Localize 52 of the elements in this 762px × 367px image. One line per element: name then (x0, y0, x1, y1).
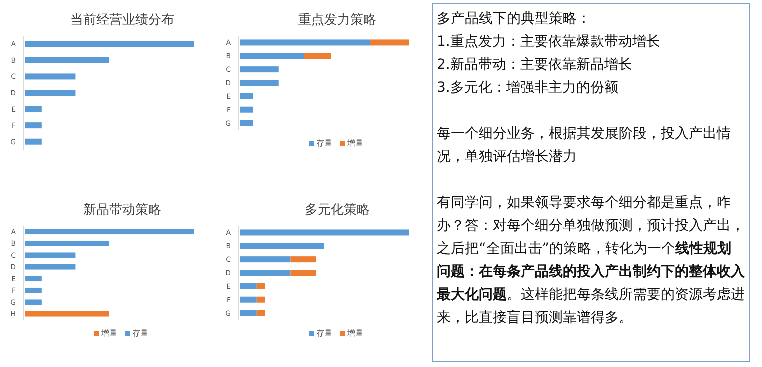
bar (25, 90, 76, 96)
bar (290, 270, 316, 276)
bar (304, 53, 332, 60)
text: 有同学问，如果领导要求每个细分都是重点，咋办？答：对每个细分单独做预测，预计投入产出，之后把“全面出击”的策略，转化为一个线性规划问题：在每条产品线的投入产出制约下的整体收入最大化问题。这样能把每条线所需要的资源考虑进来，比直接盲目预测靠谱得多。 (437, 195, 745, 326)
bar (290, 256, 316, 263)
bar (25, 229, 194, 235)
bar (240, 256, 291, 263)
text: 3.多元化：增强非主力的份额 (437, 80, 618, 96)
bar (25, 264, 76, 270)
bar (25, 122, 42, 129)
bar (25, 240, 110, 246)
bar (240, 93, 254, 100)
bar (240, 53, 304, 60)
bar (240, 283, 257, 290)
legend-label: 存量 (132, 329, 148, 338)
legend-label: 存量 (316, 329, 332, 338)
legend-label: 增量 (346, 329, 364, 338)
bar (25, 106, 42, 112)
chart-title: 重点发力策略 (298, 13, 377, 28)
text: 每一个细分业务，根据其发展阶段，投入产出情况，单独评估增长潜力 (437, 126, 731, 165)
text: 多产品线下的典型策略： (437, 11, 591, 27)
bar (25, 41, 194, 48)
bar (256, 296, 266, 303)
bar (240, 40, 370, 46)
bar (25, 288, 42, 294)
bar (25, 276, 42, 282)
bar (25, 252, 76, 258)
chart-title: 当前经营业绩分布 (70, 13, 175, 28)
bar (240, 243, 324, 250)
bar (240, 296, 257, 303)
bar (240, 120, 254, 126)
bar (25, 311, 110, 317)
chart-title: 多元化策略 (305, 203, 370, 218)
bar (25, 57, 110, 64)
bar (240, 106, 254, 113)
bar (256, 310, 266, 316)
bar (25, 138, 42, 145)
legend-label: 增量 (100, 329, 118, 338)
text: 2.新品带动：主要依靠新品增长 (437, 57, 632, 73)
bar (25, 300, 42, 306)
bar (370, 40, 409, 46)
bar (240, 230, 409, 236)
text: 1.重点发力：主要依靠爆款带动增长 (437, 34, 660, 50)
chart-title: 新品带动策略 (84, 203, 162, 218)
bar (240, 66, 279, 73)
bar (240, 270, 291, 276)
bar (25, 74, 76, 80)
legend-label: 增量 (346, 139, 364, 148)
bar (256, 283, 266, 290)
bar (240, 310, 257, 316)
legend-label: 存量 (316, 139, 332, 148)
bar (240, 80, 279, 86)
